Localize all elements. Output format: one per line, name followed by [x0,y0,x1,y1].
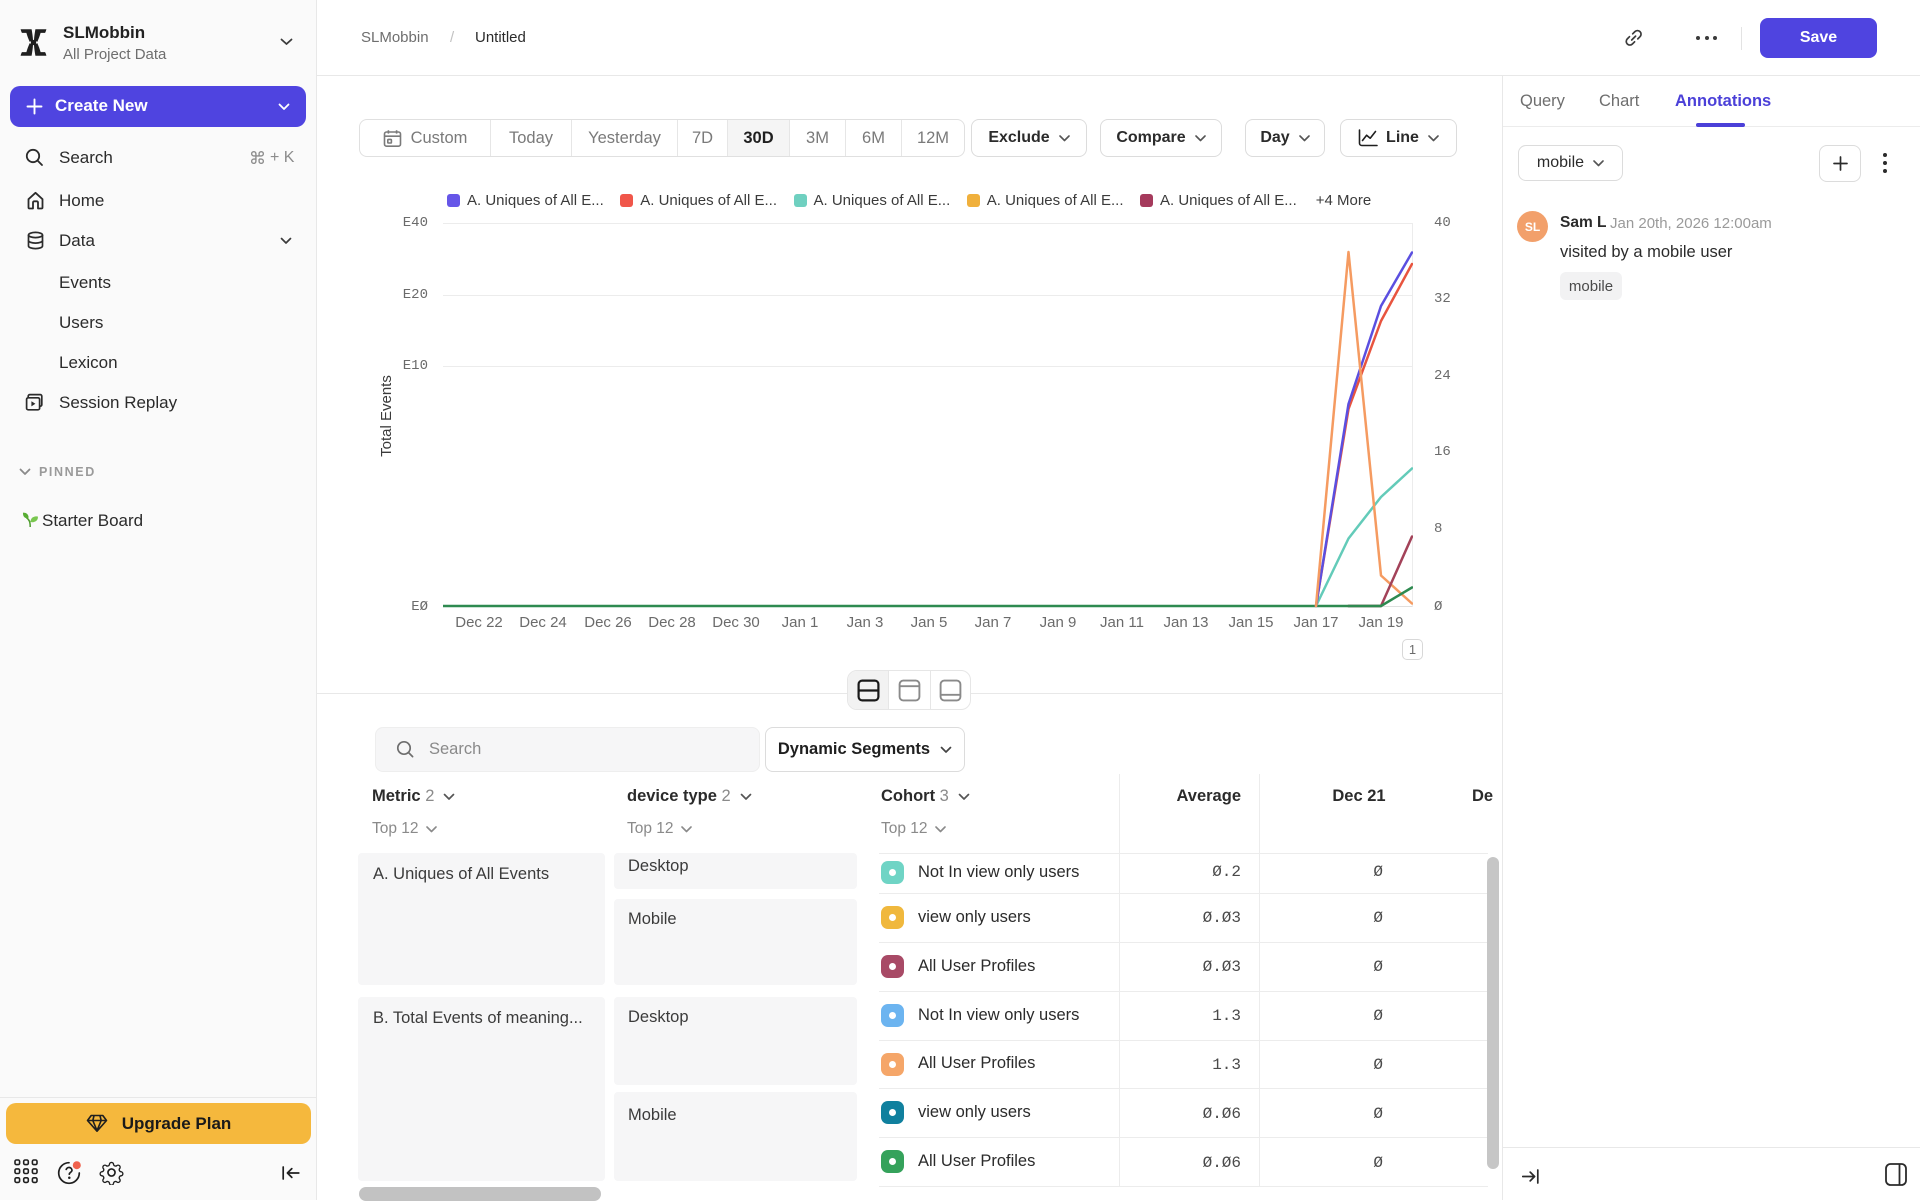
svg-text:Total Events: Total Events [378,375,395,457]
